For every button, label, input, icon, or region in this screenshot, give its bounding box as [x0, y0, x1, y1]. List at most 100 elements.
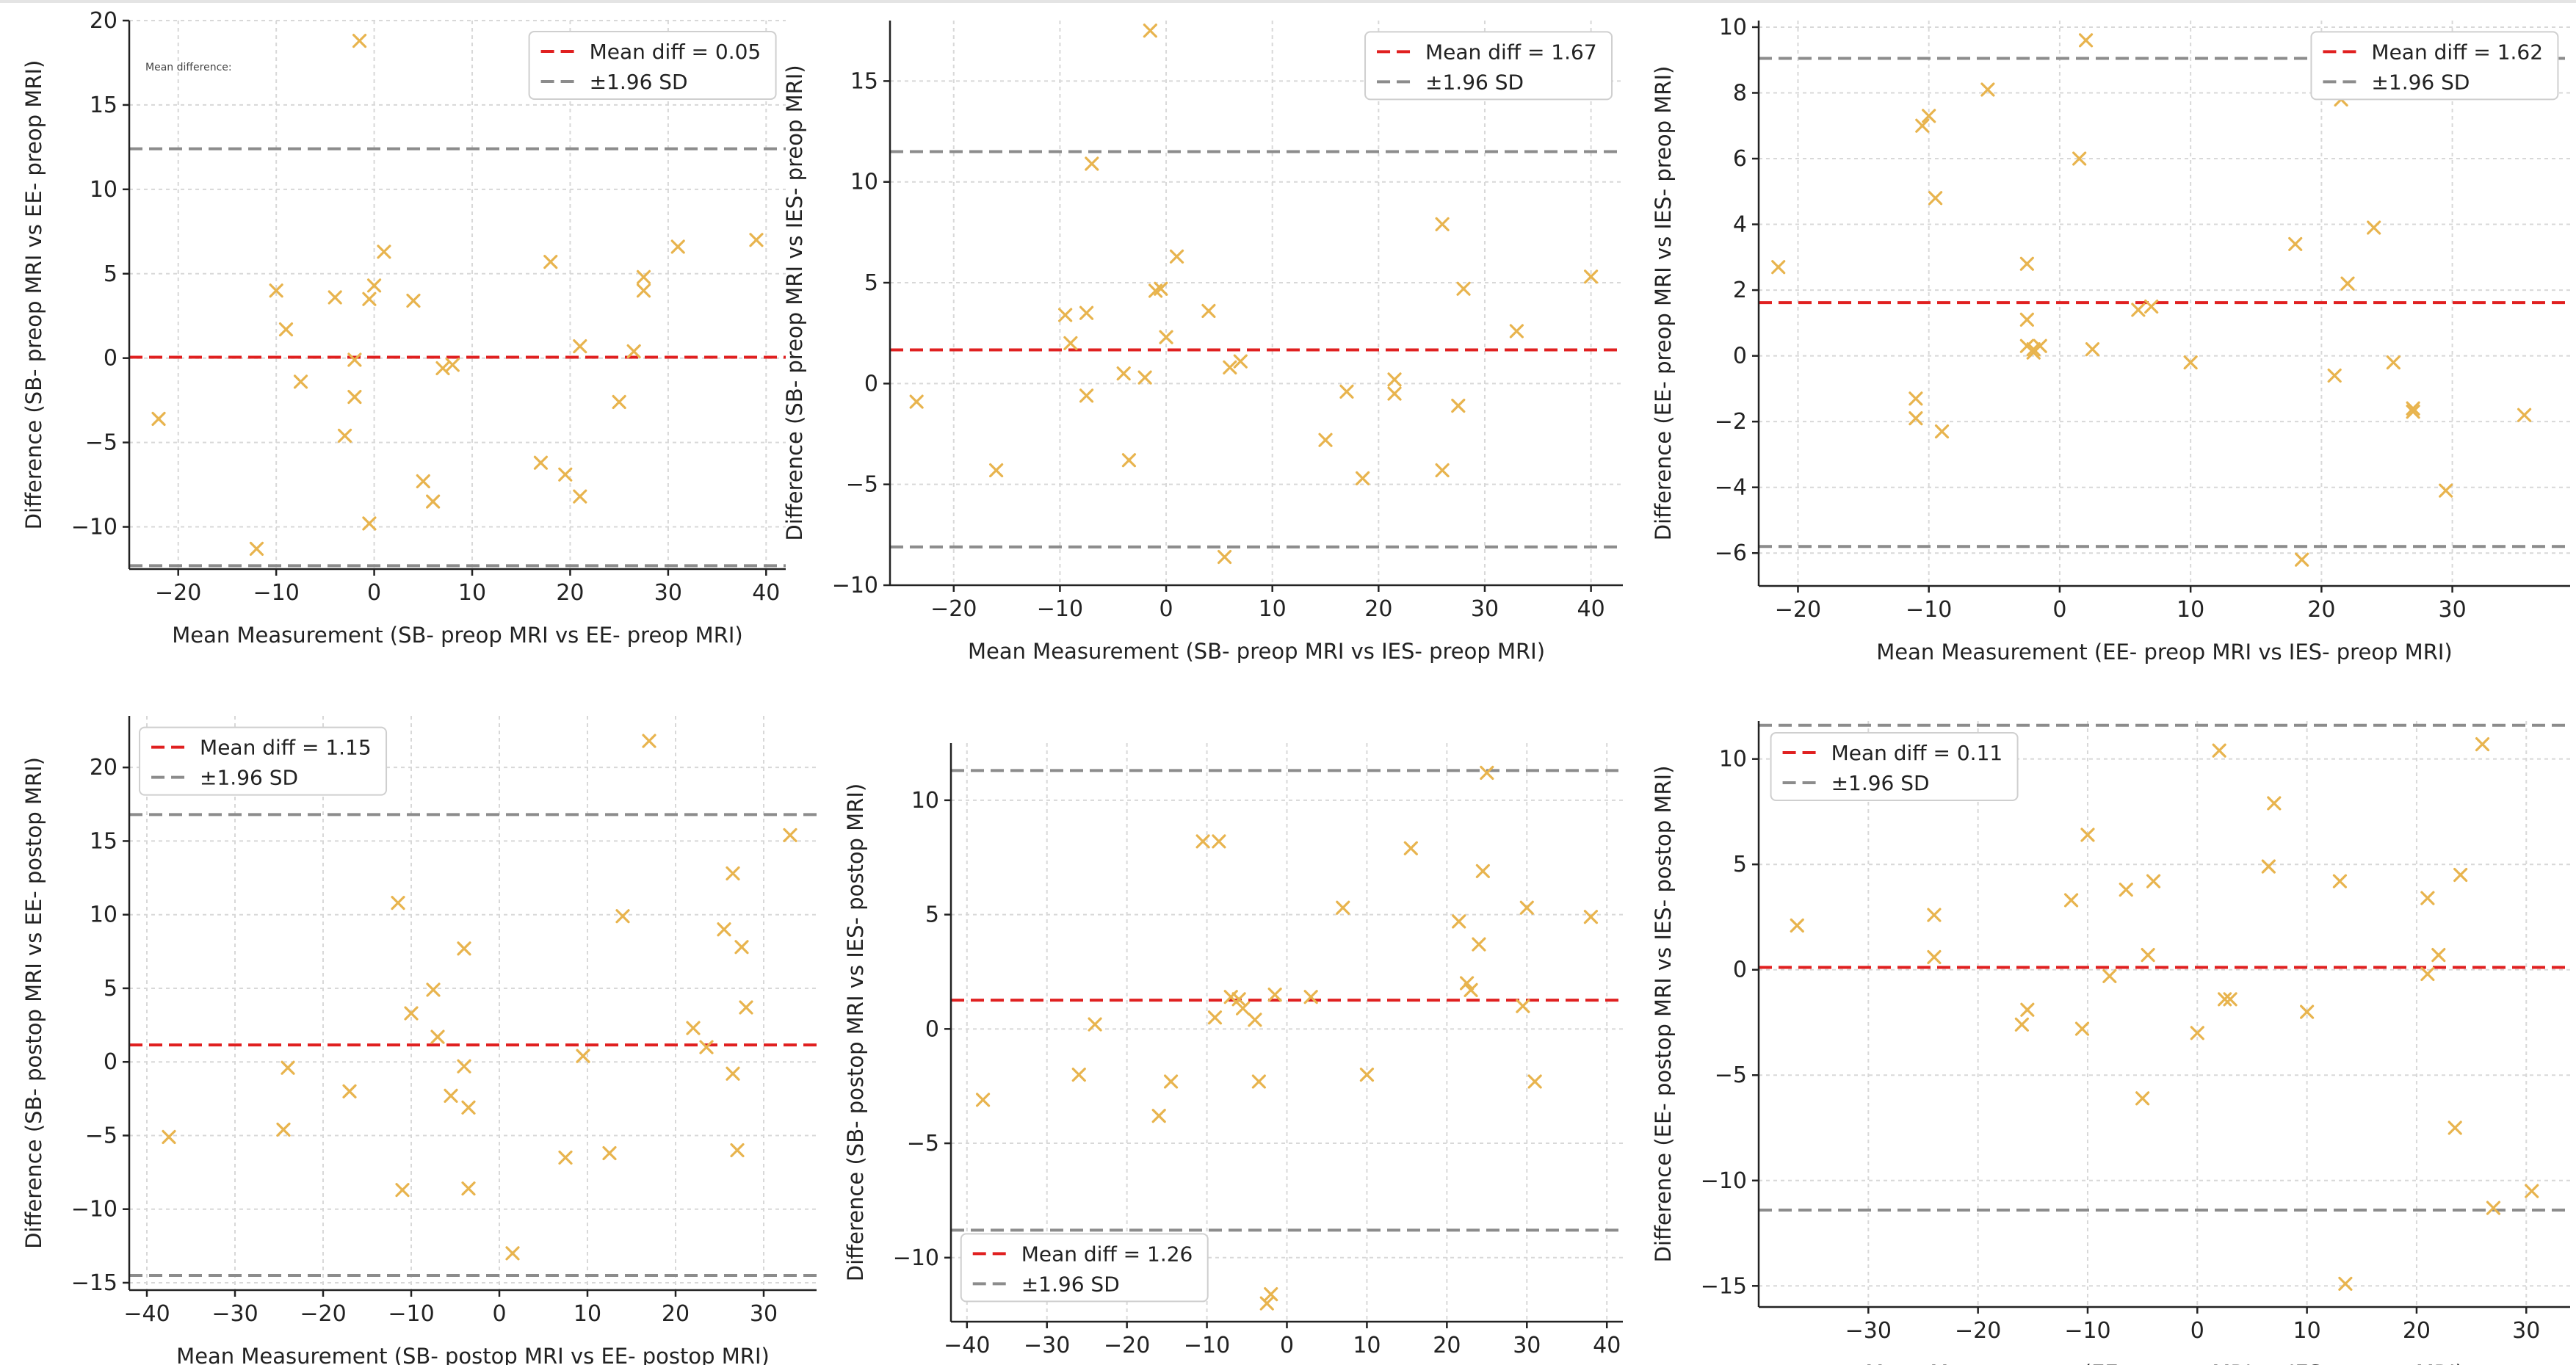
chart1-data-point: [1387, 372, 1402, 387]
chart2-y-tick-label: 2: [1733, 278, 1747, 303]
chart1-data-point: [989, 463, 1004, 478]
chart0-data-point: [352, 33, 367, 48]
chart2-x-tick-label: −10: [1906, 597, 1952, 623]
chart5-data-point: [2223, 992, 2237, 1007]
chart3-data-point: [726, 866, 740, 881]
chart4-data-point: [1259, 1296, 1274, 1311]
chart5-data-point: [1927, 949, 1942, 965]
chart5-data-point: [2190, 1026, 2204, 1040]
chart1-x-tick-label: 40: [1577, 596, 1605, 622]
chart4-data-point: [1195, 834, 1210, 849]
chart5-x-tick-label: 0: [2190, 1318, 2204, 1344]
chart4-data-point: [1480, 765, 1494, 781]
chart5-x-axis-label: Mean Measurement (EE- postop MRI vs IES-…: [1865, 1361, 2464, 1365]
chart3-data-point: [576, 1049, 590, 1063]
chart3-legend-sd-label: ±1.96 SD: [200, 766, 298, 790]
chart4-y-tick-label: 10: [911, 788, 939, 814]
chart5-data-point: [2014, 1017, 2029, 1032]
chart5-x-tick-label: −30: [1845, 1318, 1892, 1344]
chart2-x-tick-label: 30: [2439, 597, 2467, 623]
chart2-x-tick-label: −20: [1775, 597, 1821, 623]
chart4-data-point: [1459, 976, 1475, 991]
chart2-data-point: [2327, 368, 2342, 383]
chart5-data-point: [2332, 874, 2348, 888]
chart3-x-tick-label: 20: [662, 1301, 690, 1327]
chart5-x-tick-label: 10: [2293, 1318, 2321, 1344]
chart3-y-tick-label: −10: [71, 1197, 117, 1223]
bland-altman-plot-sb-ee-postop: −40 −30 −20 −10 0 10 20 30 −15 −10 −5 0 5 10 15 20 Mean …: [0, 683, 830, 1365]
chart4-x-tick-label: 20: [1433, 1333, 1461, 1358]
chart3-data-point: [276, 1122, 291, 1137]
chart1-x-tick-label: 20: [1364, 596, 1392, 622]
chart2-data-point: [2517, 408, 2532, 422]
chart5-data-point: [2080, 828, 2095, 842]
chart2-y-tick-label: 6: [1733, 146, 1747, 172]
chart4-data-point: [1403, 841, 1418, 855]
chart0-x-tick-label: −10: [253, 580, 299, 606]
chart1-x-tick-label: 0: [1159, 596, 1173, 622]
chart0-data-point: [347, 352, 362, 367]
chart5-data-point: [2141, 948, 2155, 963]
chart4-x-tick-label: −20: [1104, 1333, 1150, 1358]
chart4-data-point: [1231, 992, 1246, 1007]
chart4-data-point: [1248, 1013, 1262, 1027]
chart0-data-point: [670, 239, 685, 254]
chart2-data-point: [2026, 342, 2041, 357]
chart2-data-point: [1915, 118, 1930, 133]
chart0-data-point: [749, 233, 764, 247]
chart1-data-point: [1121, 453, 1137, 468]
chart1-data-point: [1085, 156, 1099, 171]
chart0-y-tick-label: 5: [104, 261, 117, 287]
bland-altman-plot-sb-ies-preop: −20 −10 0 10 20 30 40 −10 −5 0 5 10 15 Mean Measureme…: [782, 0, 1652, 683]
chart3-data-point: [699, 1040, 714, 1054]
chart0-y-tick-label: −5: [85, 430, 117, 456]
chart4-y-tick-label: 5: [925, 902, 939, 928]
chart2-y-axis-label: Difference (EE- preop MRI vs IES- preop …: [1651, 66, 1676, 541]
chart5-legend-sd-label: ±1.96 SD: [1831, 771, 1930, 795]
chart3-data-point: [281, 1060, 295, 1075]
chart3-x-tick-label: 0: [492, 1301, 506, 1327]
chart3-legend-mean-label: Mean diff = 1.15: [200, 736, 372, 760]
chart5-y-tick-label: 0: [1733, 957, 1747, 983]
chart3-data-point: [404, 1006, 419, 1021]
chart2-data-point: [2340, 276, 2355, 291]
chart2-data-point: [2295, 552, 2309, 567]
chart1-data-point: [1058, 308, 1073, 322]
chart4-y-tick-label: 0: [925, 1016, 939, 1042]
chart0-y-axis-label: Difference (SB- preop MRI vs EE- preop M…: [21, 60, 46, 530]
chart1-data-point: [1218, 549, 1232, 565]
top-divider: [0, 0, 2576, 3]
chart2-data-point: [2019, 312, 2034, 327]
chart3-data-point: [642, 734, 656, 748]
chart4-data-point: [1251, 1074, 1266, 1089]
chart4-data-point: [1452, 914, 1466, 929]
chart5-data-point: [2063, 893, 2079, 908]
chart4-data-point: [1264, 1287, 1278, 1302]
chart3-legend: [139, 726, 388, 796]
chart3-x-tick-label: 30: [750, 1301, 778, 1327]
chart0-data-point: [543, 255, 558, 269]
chart4-data-point: [1475, 863, 1490, 879]
chart5-x-tick-label: −10: [2064, 1318, 2110, 1344]
chart5-data-point: [2119, 883, 2133, 897]
chart1-legend: [1364, 31, 1613, 101]
chart3-data-point: [615, 909, 630, 924]
chart3-y-axis-label: Difference (SB- postop MRI vs EE- postop…: [21, 757, 46, 1249]
chart5-data-point: [2300, 1004, 2315, 1019]
chart2-data-point: [1909, 391, 1923, 406]
chart0-data-point: [626, 344, 641, 359]
chart2-y-tick-label: 8: [1733, 80, 1747, 106]
chart0-legend: [528, 30, 777, 100]
chart2-y-tick-label: −2: [1715, 409, 1747, 435]
chart1-x-tick-label: −10: [1037, 596, 1083, 622]
chart1-data-point: [1223, 360, 1237, 374]
chart0-data-point: [337, 428, 352, 443]
chart3-y-tick-label: 10: [90, 902, 117, 928]
chart1-x-tick-label: 30: [1471, 596, 1499, 622]
chart5-data-point: [2074, 1021, 2090, 1036]
chart1-data-point: [1451, 398, 1466, 413]
chart3-x-tick-label: −30: [211, 1301, 258, 1327]
chart4-x-tick-label: 30: [1513, 1333, 1541, 1358]
chart5-data-point: [2420, 891, 2435, 905]
